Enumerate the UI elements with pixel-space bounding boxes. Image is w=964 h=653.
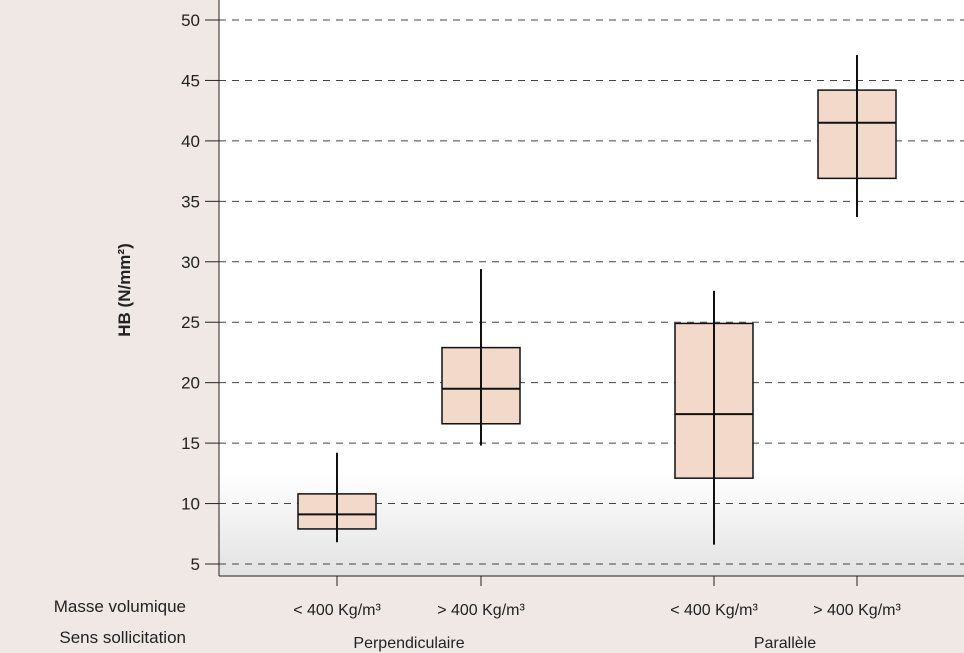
category-label: > 400 Kg/m³ <box>813 602 901 619</box>
y-tick-label: 10 <box>181 495 200 514</box>
box-1 <box>297 452 377 543</box>
y-tick-label: 40 <box>181 132 200 151</box>
boxes <box>297 55 897 545</box>
box-3 <box>674 290 754 545</box>
y-tick-label: 20 <box>181 374 200 393</box>
y-tick-label: 30 <box>181 253 200 272</box>
row-label-density: Masse volumique <box>54 597 186 616</box>
category-label: > 400 Kg/m³ <box>437 602 525 619</box>
y-tick-label: 5 <box>191 555 200 574</box>
axes <box>218 0 964 577</box>
grid-lines <box>205 19 964 565</box>
y-tick-labels: 5 10 15 20 25 30 35 40 45 50 <box>181 11 200 574</box>
plot-area <box>219 0 964 576</box>
box-2 <box>441 269 521 446</box>
row-label-direction: Sens sollicitation <box>59 628 186 647</box>
x-ticks <box>336 576 858 586</box>
y-tick-label: 35 <box>181 192 200 211</box>
y-tick-label: 25 <box>181 313 200 332</box>
category-labels: < 400 Kg/m³ > 400 Kg/m³ < 400 Kg/m³ > 400 K… <box>293 602 901 619</box>
group-label: Perpendiculaire <box>353 635 464 652</box>
y-tick-label: 50 <box>181 11 200 30</box>
y-tick-label: 45 <box>181 71 200 90</box>
category-label: < 400 Kg/m³ <box>670 602 758 619</box>
box-4 <box>817 55 897 218</box>
category-label: < 400 Kg/m³ <box>293 602 381 619</box>
group-label: Parallèle <box>754 635 816 652</box>
group-labels: Perpendiculaire Parallèle <box>353 635 816 652</box>
y-axis-title: HB (N/mm²) <box>115 243 134 337</box>
y-tick-label: 15 <box>181 434 200 453</box>
